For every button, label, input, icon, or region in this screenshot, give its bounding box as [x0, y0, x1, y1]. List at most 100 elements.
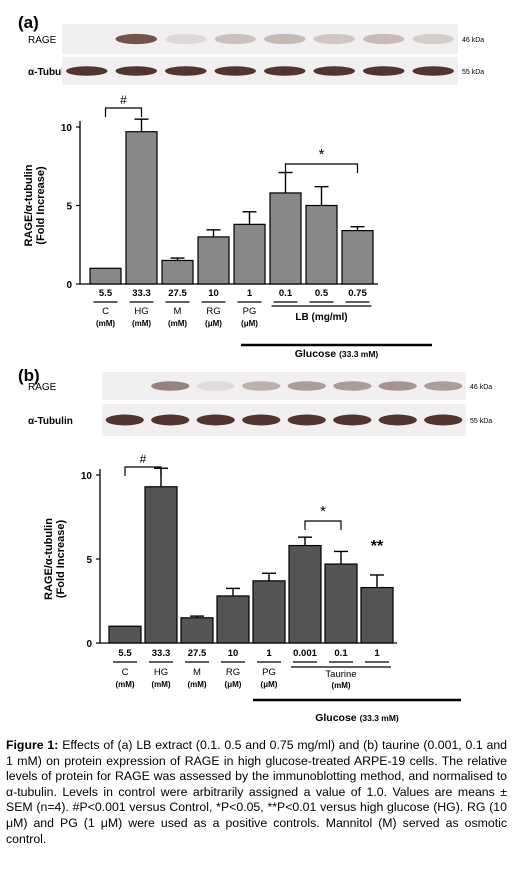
glucose-unit: (33.3 mM): [360, 713, 399, 723]
blot-rage-kda: 46 kDa: [470, 384, 492, 391]
group-unit: (mM): [115, 680, 134, 689]
group-label: HG: [134, 306, 148, 317]
group-label: C: [122, 667, 129, 678]
blot-band: [151, 381, 190, 391]
blot-band: [151, 414, 190, 426]
blot-band: [115, 33, 158, 45]
group-span-label: LB (mg/ml): [295, 312, 347, 323]
bar: [305, 204, 338, 285]
blot-band: [412, 33, 455, 45]
group-label: M: [193, 667, 201, 678]
x-tick-label: 10: [208, 288, 219, 299]
bar: [197, 236, 230, 285]
bar: [216, 595, 250, 644]
y-tick-label: 10: [61, 123, 73, 134]
caption-text: Effects of (a) LB extract (0.1. 0.5 and …: [6, 738, 507, 846]
y-axis-label-units: (Fold Increase): [55, 520, 67, 599]
y-tick-label: 0: [86, 639, 92, 650]
blot-band: [214, 66, 257, 76]
blot-band: [287, 414, 326, 426]
group-unit: (mM): [187, 680, 206, 689]
caption-label: Figure 1:: [6, 738, 59, 752]
blot-band: [313, 66, 356, 76]
group-unit: (μM): [225, 680, 242, 689]
x-tick-label: 0.5: [315, 288, 329, 299]
double-star-marker: **: [371, 538, 384, 555]
blot-tubulin-label: α-Tubulin: [28, 416, 73, 427]
bar: [89, 267, 122, 285]
blot-rage-label: RAGE: [28, 35, 57, 46]
x-tick-label: 10: [228, 648, 239, 659]
group-label: HG: [154, 667, 168, 678]
blot-band: [196, 414, 235, 426]
bar: [269, 192, 302, 285]
x-tick-label: 1: [374, 648, 380, 659]
bar: [161, 259, 194, 285]
glucose-label: Glucose (33.3 mM): [295, 348, 379, 360]
blot-band: [164, 33, 207, 45]
bar: [233, 223, 266, 285]
hash-bracket: [124, 466, 162, 476]
x-tick-label: 27.5: [168, 288, 187, 299]
bar: [180, 617, 214, 644]
x-tick-label: 33.3: [152, 648, 171, 659]
group-unit: (μM): [261, 680, 278, 689]
group-unit: (μM): [241, 319, 258, 328]
blot-band: [105, 414, 144, 426]
hash-marker: #: [120, 93, 127, 107]
blot-band: [263, 66, 306, 76]
group-label: PG: [262, 667, 276, 678]
blot-tubulin-kda: 55 kDa: [470, 418, 492, 425]
star-marker: *: [319, 146, 325, 163]
group-label: C: [102, 306, 109, 317]
star-bracket: [304, 520, 342, 530]
blot-band: [333, 414, 372, 426]
star-bracket: [284, 163, 359, 173]
blot-band: [214, 33, 257, 45]
y-tick-label: 5: [66, 202, 72, 213]
star-marker: *: [320, 503, 326, 520]
group-unit: (mM): [168, 319, 187, 328]
group-label: RG: [206, 306, 220, 317]
bar: [125, 131, 158, 285]
blot-band: [424, 381, 463, 391]
y-tick-label: 5: [86, 555, 92, 566]
group-span-unit: (mM): [331, 681, 350, 690]
figure-caption: Figure 1: Effects of (a) LB extract (0.1…: [6, 738, 507, 847]
panel-b: (b)RAGE α-Tubulin 46 kDa 55 kDa 0 5 10 RAGE/α-t…: [18, 366, 492, 724]
blot-band: [412, 66, 455, 76]
y-tick-label: 0: [66, 280, 72, 291]
blot-band: [313, 33, 356, 45]
x-tick-label: 1: [247, 288, 253, 299]
group-label: M: [174, 306, 182, 317]
blot-band: [424, 414, 463, 426]
group-unit: (mM): [96, 319, 115, 328]
blot-band: [196, 381, 235, 391]
panel-a: (a) RAGE α-Tubulin 46 kDa 55 kDa 0 5 10 RAGE/α-t…: [18, 13, 484, 360]
blot-band: [242, 414, 281, 426]
hash-bracket: [104, 107, 143, 117]
y-axis-label-units: (Fold Increase): [35, 166, 47, 245]
blot-band: [362, 33, 405, 45]
blot-band: [333, 381, 372, 391]
blot-rage-label: RAGE: [28, 382, 57, 393]
bar: [252, 580, 286, 644]
x-tick-label: 1: [266, 648, 272, 659]
blot-rage-kda: 46 kDa: [462, 37, 484, 44]
x-tick-label: 0.001: [293, 648, 317, 659]
glucose-unit: (33.3 mM): [339, 349, 378, 359]
x-tick-label: 0.1: [334, 648, 348, 659]
panel-label: (b): [18, 366, 40, 385]
glucose-label-text: Glucose: [315, 712, 359, 724]
glucose-label: Glucose (33.3 mM): [315, 712, 399, 724]
blot-band: [362, 66, 405, 76]
y-tick-label: 10: [81, 471, 93, 482]
x-tick-label: 5.5: [99, 288, 113, 299]
group-label: PG: [243, 306, 257, 317]
group-label: RG: [226, 667, 240, 678]
x-tick-label: 33.3: [132, 288, 151, 299]
group-unit: (μM): [205, 319, 222, 328]
bar: [341, 230, 374, 285]
y-axis-label: RAGE/α-tubulin: [43, 518, 55, 600]
